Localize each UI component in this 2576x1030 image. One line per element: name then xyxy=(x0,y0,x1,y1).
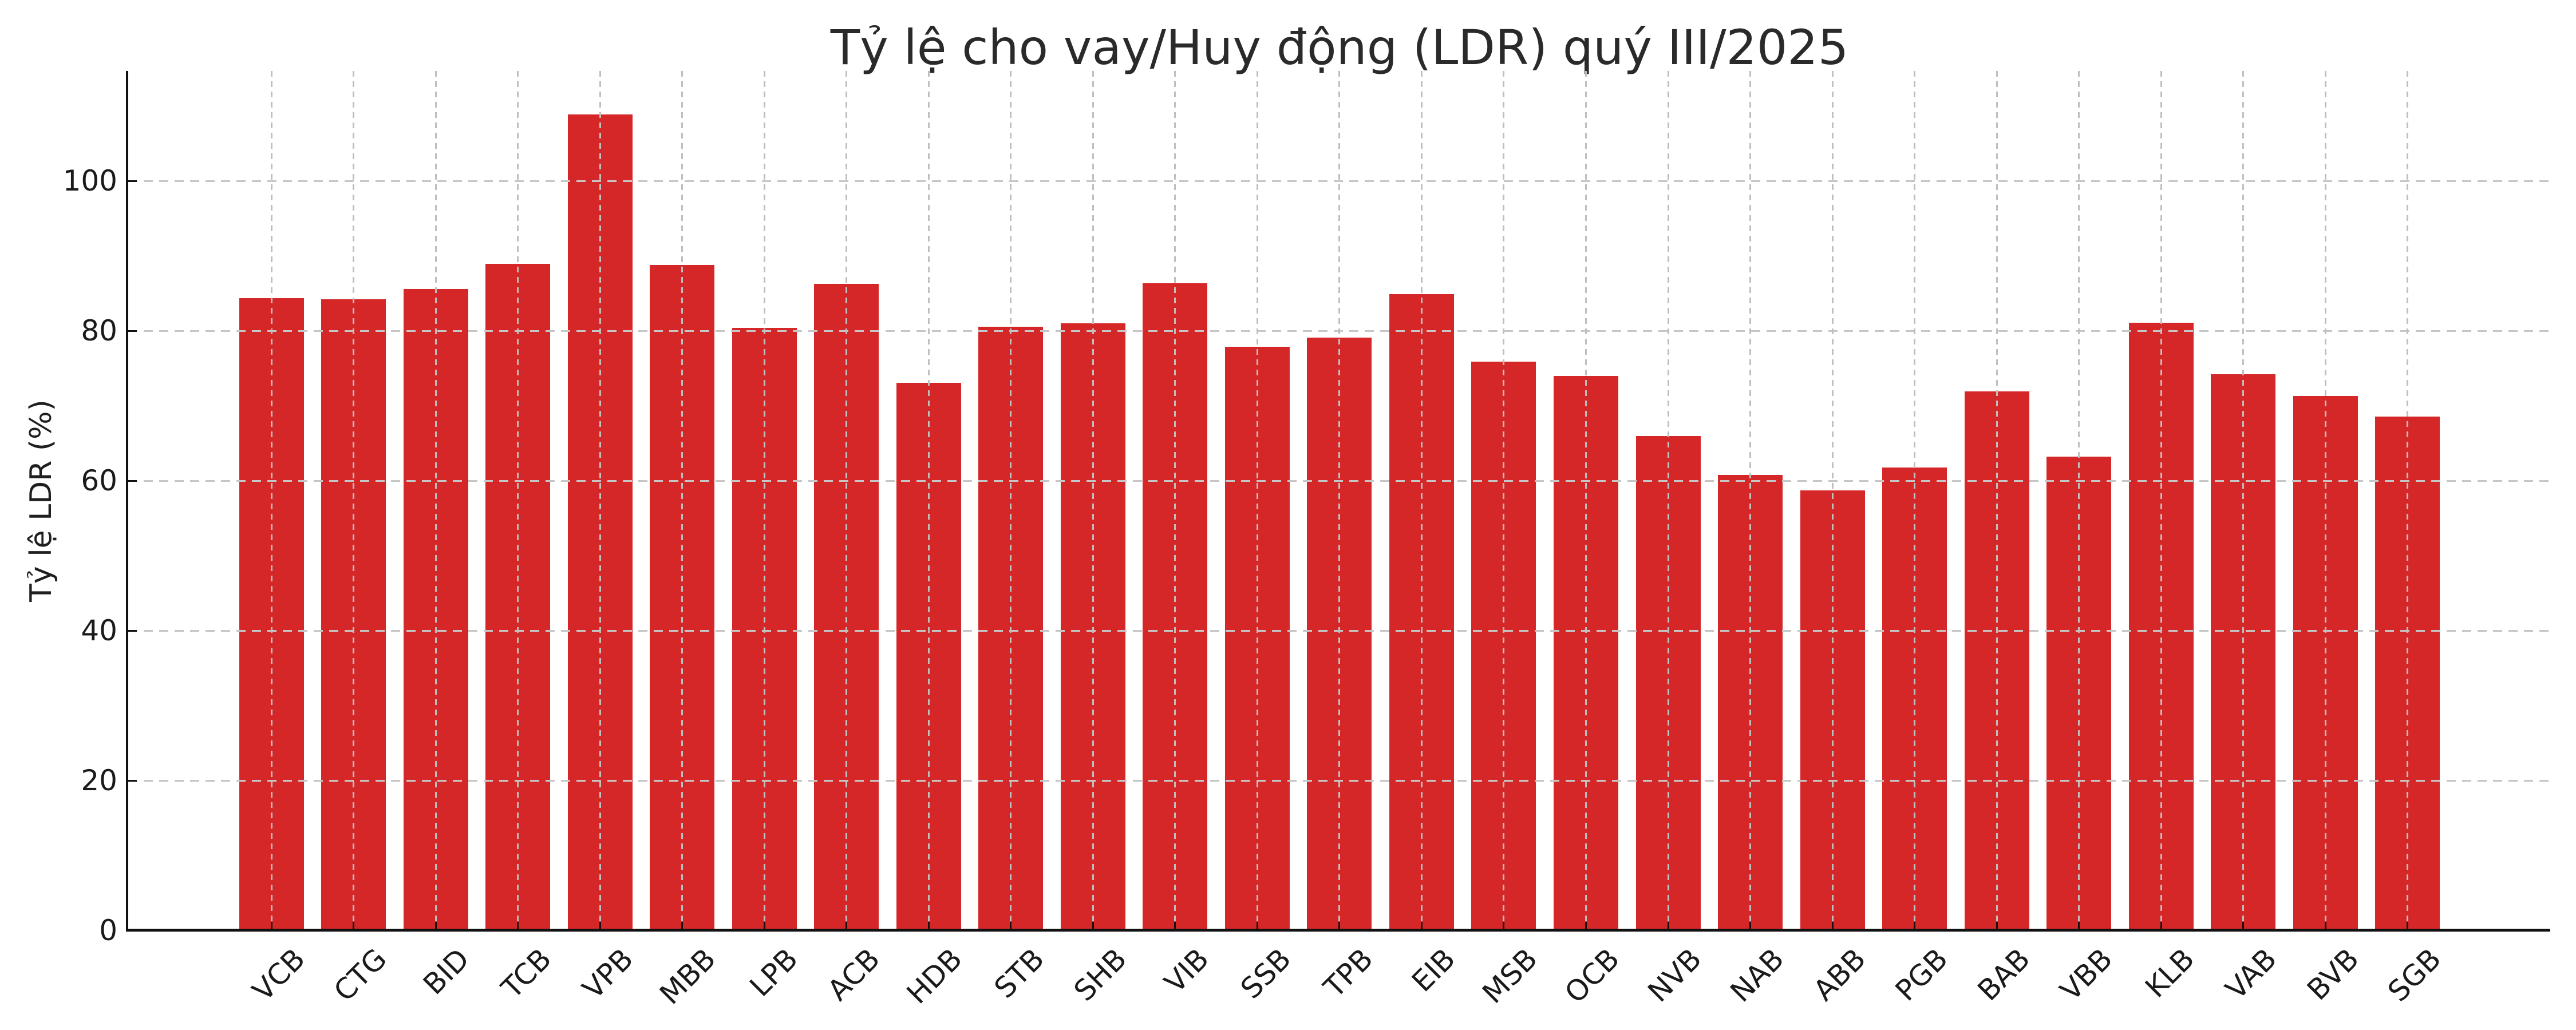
x-tick-label: NAB xyxy=(1724,942,1791,1009)
x-tick-label: BVB xyxy=(2301,942,2365,1007)
y-tick xyxy=(128,629,137,632)
x-gridline xyxy=(1914,71,1916,930)
x-tick xyxy=(1010,922,1012,930)
x-tick xyxy=(1749,922,1752,930)
y-tick-label: 20 xyxy=(81,764,117,798)
x-tick-label: STB xyxy=(988,942,1051,1005)
x-gridline xyxy=(517,71,519,930)
y-tick xyxy=(128,779,137,782)
x-gridline xyxy=(1503,71,1505,930)
x-gridline xyxy=(1174,71,1176,930)
x-tick xyxy=(1585,922,1587,930)
x-gridline xyxy=(2160,71,2162,930)
x-tick-label: EIB xyxy=(1405,942,1462,999)
x-gridline xyxy=(2078,71,2080,930)
x-tick xyxy=(1996,922,1998,930)
x-gridline xyxy=(1256,71,1258,930)
x-tick-label: VCB xyxy=(246,942,311,1008)
x-tick-label: SSB xyxy=(1234,942,1297,1005)
x-gridline xyxy=(1585,71,1587,930)
y-axis-label: Tỷ lệ LDR (%) xyxy=(24,399,58,602)
x-tick xyxy=(846,922,848,930)
x-tick xyxy=(1092,922,1094,930)
x-tick xyxy=(1503,922,1505,930)
y-tick-label: 100 xyxy=(62,164,117,198)
x-tick-label: MSB xyxy=(1476,942,1544,1010)
x-tick-label: MBB xyxy=(653,942,722,1011)
x-tick xyxy=(2407,922,2409,930)
x-tick xyxy=(2242,922,2245,930)
x-axis-spine xyxy=(126,929,2550,932)
x-tick xyxy=(1338,922,1341,930)
x-gridline xyxy=(270,71,272,930)
x-tick-label: VBB xyxy=(2053,942,2119,1008)
x-tick-label: LPB xyxy=(743,942,804,1003)
x-tick-label: PGB xyxy=(1889,942,1955,1008)
x-tick xyxy=(1420,922,1423,930)
x-gridline xyxy=(1010,71,1012,930)
x-tick-label: CTG xyxy=(327,942,394,1008)
x-gridline xyxy=(599,71,601,930)
x-tick-label: TPB xyxy=(1317,942,1380,1004)
y-tick xyxy=(128,180,137,182)
x-gridline xyxy=(434,71,437,930)
x-tick xyxy=(1914,922,1916,930)
x-gridline xyxy=(1420,71,1423,930)
x-gridline xyxy=(1831,71,1834,930)
x-tick-label: TCB xyxy=(495,942,558,1005)
x-tick xyxy=(1174,922,1176,930)
x-tick xyxy=(681,922,683,930)
x-gridline xyxy=(1749,71,1752,930)
x-gridline xyxy=(763,71,765,930)
x-tick xyxy=(517,922,519,930)
x-tick-label: OCB xyxy=(1558,942,1626,1010)
x-tick xyxy=(2078,922,2080,930)
y-tick-label: 0 xyxy=(99,914,117,947)
x-tick-label: NVB xyxy=(1641,942,1708,1009)
x-tick-label: BID xyxy=(416,942,476,1001)
x-tick xyxy=(763,922,765,930)
plot-area xyxy=(126,71,2550,932)
x-tick-label: SHB xyxy=(1067,942,1133,1008)
x-tick xyxy=(353,922,355,930)
x-gridline xyxy=(681,71,683,930)
x-gridline xyxy=(2407,71,2409,930)
x-tick-label: BAB xyxy=(1971,942,2037,1008)
x-gridline xyxy=(927,71,930,930)
y-tick xyxy=(128,480,137,482)
x-gridline xyxy=(1996,71,1998,930)
x-tick xyxy=(1831,922,1834,930)
x-tick xyxy=(1256,922,1258,930)
x-tick xyxy=(270,922,272,930)
x-tick-label: SGB xyxy=(2381,942,2448,1008)
x-gridline xyxy=(1092,71,1094,930)
x-tick-label: VPB xyxy=(576,942,640,1006)
y-axis-spine xyxy=(126,71,128,930)
y-tick xyxy=(128,330,137,332)
chart-title: Tỷ lệ cho vay/Huy động (LDR) quý III/202… xyxy=(830,19,1849,76)
x-tick-label: ABB xyxy=(1807,942,1872,1008)
x-gridline xyxy=(1338,71,1341,930)
x-tick-label: VIB xyxy=(1157,942,1215,1000)
x-tick xyxy=(927,922,930,930)
y-tick-label: 80 xyxy=(81,314,117,348)
y-tick-label: 40 xyxy=(81,614,117,648)
x-tick xyxy=(599,922,601,930)
x-gridline xyxy=(353,71,355,930)
x-tick-label: KLB xyxy=(2139,942,2201,1004)
x-tick-label: VAB xyxy=(2219,942,2283,1006)
x-gridline xyxy=(2324,71,2326,930)
x-gridline xyxy=(846,71,848,930)
x-tick xyxy=(434,922,437,930)
x-tick xyxy=(2324,922,2326,930)
x-tick xyxy=(2160,922,2162,930)
x-tick xyxy=(1667,922,1669,930)
x-gridline xyxy=(2242,71,2245,930)
y-tick-label: 60 xyxy=(81,464,117,498)
x-tick-label: HDB xyxy=(900,942,969,1011)
x-gridline xyxy=(1667,71,1669,930)
x-tick-label: ACB xyxy=(821,942,887,1008)
